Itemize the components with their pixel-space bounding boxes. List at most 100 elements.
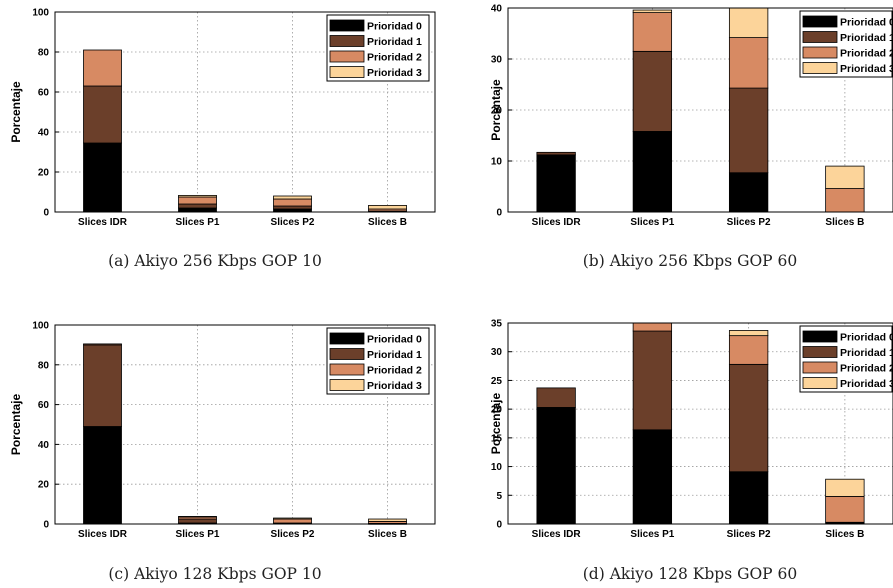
legend-label: Prioridad 2 <box>367 52 422 64</box>
bar-segment <box>178 194 217 198</box>
bar-segment <box>273 195 312 200</box>
x-tick-label: Slices B <box>368 529 407 540</box>
axes-frame <box>54 324 436 525</box>
bar-segment <box>632 9 673 13</box>
bar-segment <box>178 196 217 205</box>
legend-swatch <box>802 377 838 389</box>
x-tick-label: Slices P2 <box>727 529 771 540</box>
chart-panel-2: 0 10 20 30 40 Slices IDR Slices P1 Slices P2 Sli… <box>489 4 893 270</box>
legend-swatch <box>329 19 365 32</box>
bar-segment <box>273 517 312 520</box>
bar-segment <box>825 165 865 189</box>
legend-swatch <box>802 346 838 358</box>
y-tick-label: 0 <box>496 208 502 219</box>
y-tick-label: 0 <box>43 520 49 531</box>
bar-segment <box>536 154 576 213</box>
legend-swatch <box>802 46 838 59</box>
x-tick-label: Slices B <box>368 217 407 228</box>
legend-label: Prioridad 3 <box>367 67 422 79</box>
legend-label: Prioridad 0 <box>840 17 893 29</box>
legend-label: Prioridad 0 <box>840 332 893 344</box>
axes-frame <box>507 322 893 525</box>
y-tick-label: 100 <box>32 321 49 332</box>
y-tick-label: 40 <box>491 4 503 15</box>
bar-segment <box>825 496 865 523</box>
bar-segment <box>825 478 865 497</box>
x-tick-label: Slices P1 <box>176 217 220 228</box>
y-tick-label: 15 <box>491 433 503 444</box>
chart-caption: (c) Akiyo 128 Kbps GOP 10 <box>108 565 321 583</box>
y-axis-label: Porcentaje <box>9 393 23 455</box>
legend: Prioridad 0 Prioridad 1 Prioridad 2 Priorid… <box>326 327 430 395</box>
y-axis-label: Porcentaje <box>489 392 503 454</box>
bar-segment <box>273 205 312 210</box>
bar-segment <box>83 142 122 213</box>
legend-label: Prioridad 0 <box>367 334 422 346</box>
bar-segment <box>632 131 673 213</box>
y-tick-label: 0 <box>496 520 502 531</box>
y-tick-label: 80 <box>38 48 50 59</box>
legend-swatch <box>329 348 365 360</box>
x-tick-label: Slices P2 <box>271 217 315 228</box>
bar-segment <box>536 387 576 408</box>
legend: Prioridad 0 Prioridad 1 Prioridad 2 Priorid… <box>799 10 893 78</box>
y-tick-label: 0 <box>43 208 49 219</box>
x-tick-label: Slices P1 <box>176 529 220 540</box>
legend-swatch <box>802 31 838 43</box>
y-tick-label: 30 <box>491 55 503 66</box>
x-tick-label: Slices B <box>825 529 864 540</box>
chart-caption: (a) Akiyo 256 Kbps GOP 10 <box>108 252 322 270</box>
y-tick-label: 60 <box>38 400 50 411</box>
bar-segment <box>83 344 122 427</box>
legend-swatch <box>329 363 365 376</box>
bar-segment <box>536 407 576 525</box>
legend-swatch <box>802 361 838 374</box>
axes-frame <box>507 7 893 213</box>
chart-panel-1: 0 20 40 60 80 100 Slices IDR Slices P1 Slices P2… <box>9 8 436 270</box>
bar-segment <box>632 429 673 525</box>
legend-label: Prioridad 2 <box>840 48 893 60</box>
y-tick-label: 80 <box>38 360 50 371</box>
legend-label: Prioridad 3 <box>367 380 422 392</box>
x-tick-label: Slices P2 <box>727 217 771 228</box>
y-tick-label: 25 <box>491 376 503 387</box>
bar-segment <box>83 85 122 144</box>
y-axis-label: Porcentaje <box>9 81 23 143</box>
bar-segment <box>83 426 122 525</box>
bar-segment <box>728 330 769 337</box>
chart-caption: (b) Akiyo 256 Kbps GOP 60 <box>583 252 798 270</box>
y-tick-label: 20 <box>38 480 50 491</box>
y-tick-label: 20 <box>38 168 50 179</box>
x-tick-label: Slices P2 <box>271 529 315 540</box>
legend-swatch <box>329 379 365 391</box>
legend-label: Prioridad 1 <box>840 347 893 359</box>
chart-caption: (d) Akiyo 128 Kbps GOP 60 <box>583 565 798 583</box>
legend-label: Prioridad 2 <box>840 363 893 375</box>
x-tick-label: Slices IDR <box>78 529 128 540</box>
bar-segment <box>368 518 407 522</box>
bar-segment <box>536 151 576 156</box>
legend-label: Prioridad 1 <box>840 32 893 44</box>
x-tick-label: Slices P1 <box>630 529 674 540</box>
chart-panel-3: 0 20 40 60 80 100 Slices IDR Slices P1 Slices P2… <box>9 321 436 583</box>
bar-segment <box>368 204 407 210</box>
y-tick-label: 100 <box>32 8 49 19</box>
bar-segment <box>83 343 122 346</box>
x-tick-label: Slices P1 <box>630 217 674 228</box>
x-tick-label: Slices B <box>825 217 864 228</box>
bar-segment <box>178 516 217 518</box>
x-tick-label: Slices IDR <box>532 529 582 540</box>
bar-segment <box>728 37 769 89</box>
bar-segment <box>83 49 122 87</box>
axes-frame <box>54 11 436 213</box>
bar-segment <box>728 471 769 525</box>
x-tick-label: Slices IDR <box>78 217 128 228</box>
bar-segment <box>632 330 673 431</box>
y-axis-label: Porcentaje <box>489 79 503 141</box>
bar-segment <box>728 172 769 213</box>
legend-label: Prioridad 1 <box>367 349 422 361</box>
bar-segment <box>728 335 769 365</box>
bar-segment <box>178 518 217 524</box>
legend-swatch <box>802 15 838 28</box>
